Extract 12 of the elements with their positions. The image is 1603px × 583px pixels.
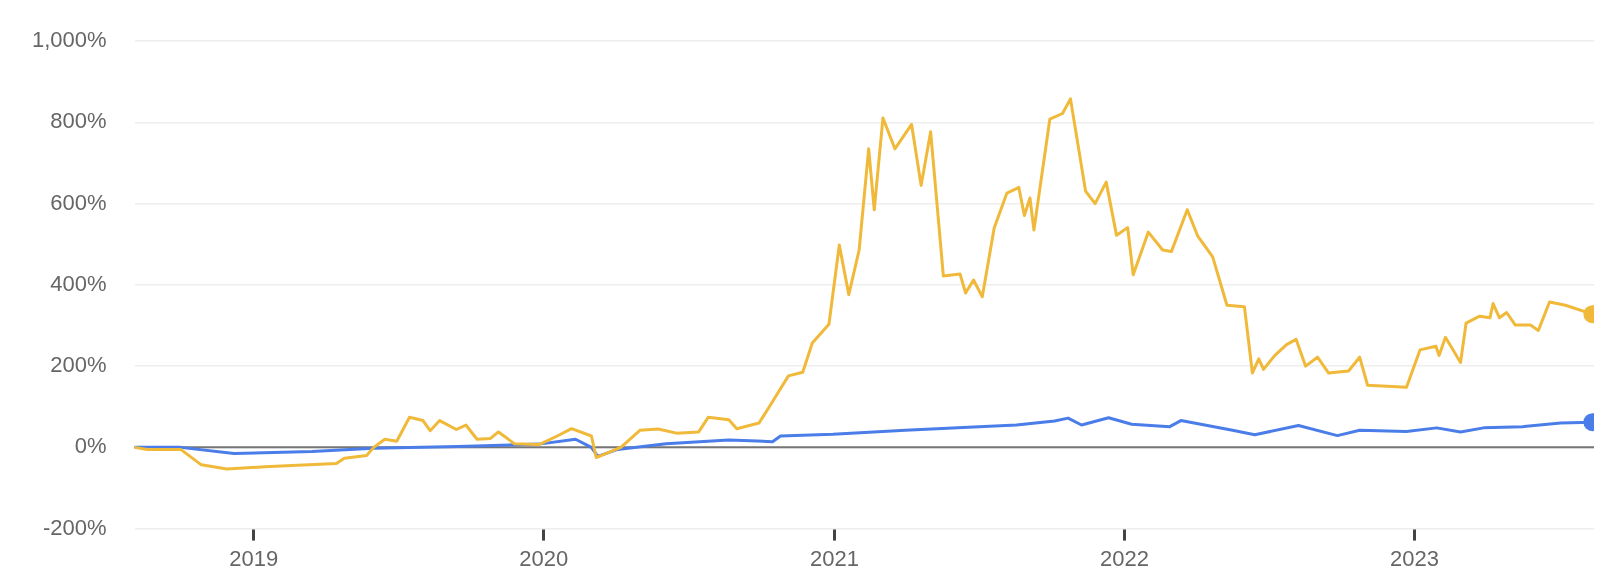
y-tick-label: -200% (43, 514, 107, 540)
y-tick-label: 200% (50, 352, 107, 378)
x-tick-label: 2023 (1389, 545, 1439, 571)
x-tick-label: 2019 (229, 545, 279, 571)
y-tick-label: 0% (74, 433, 107, 459)
x-tick-label: 2021 (810, 545, 859, 571)
y-tick-label: 1,000% (31, 27, 107, 53)
y-tick-label: 400% (50, 270, 107, 296)
x-tick-label: 2020 (519, 545, 569, 571)
y-tick-label: 800% (50, 108, 107, 134)
y-tick-label: 600% (50, 189, 107, 215)
x-tick-label: 2022 (1100, 545, 1149, 571)
